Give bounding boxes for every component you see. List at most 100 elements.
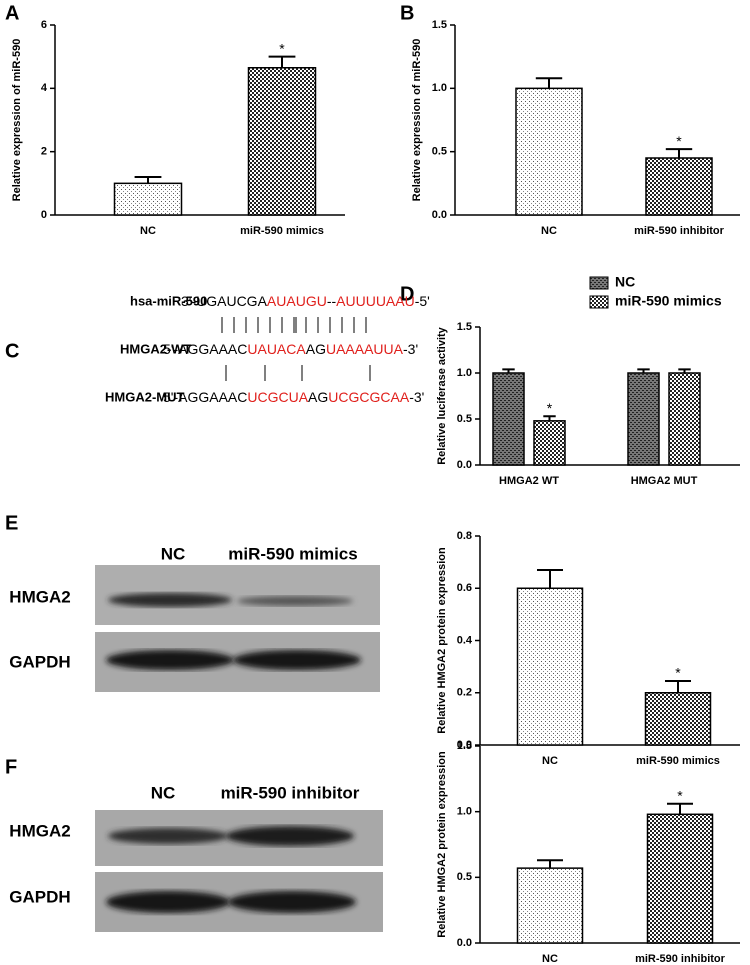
bar [533,420,566,466]
sequence: 5'-AGGAAACUAUACAAGUAAAAUUA-3' [163,341,418,357]
sequence-part: UAUACA [247,341,306,357]
legend-label: NC [615,274,635,290]
sequence-part: -5' [415,293,430,309]
legend-swatch [589,295,609,309]
panel-label: E [5,512,18,534]
panel-label: F [5,756,17,778]
y-tick-label: 1.5 [457,740,472,752]
x-tick-label: NC [541,225,557,237]
panel-label: B [400,2,414,24]
x-tick-label: NC [140,225,156,237]
y-axis-label: Relative luciferase activity [436,326,448,464]
row-label: HMGA2 [9,821,70,840]
error-bar [543,415,556,421]
y-tick-label: 0.6 [457,582,472,594]
x-tick-label: NC [542,755,558,767]
pairing-lines [221,317,371,381]
bar [113,182,183,216]
sequence-part: 3'-UGAUCGA [181,293,268,309]
sequence-part: UCGCGCAA [328,389,410,405]
y-axis-label: Relative HMGA2 protein expression [436,547,448,734]
panel-label: D [400,283,414,305]
y-tick-label: 0.2 [457,687,472,699]
panel-label: A [5,2,19,24]
sequence-label: hsa-miR-590 [130,293,207,308]
y-tick-label: 0.0 [432,209,447,221]
sequence-part: -3' [409,389,424,405]
significance: * [547,400,553,416]
y-tick-label: 0.5 [432,146,447,158]
sequence-part: UAAAAUUA [326,341,404,357]
y-axis-label: Relative expression of miR-590 [11,39,23,202]
bar [516,867,584,944]
error-bar [268,55,296,68]
sequence-part: 5'-AGGAAAC [163,341,247,357]
bar [247,67,317,216]
y-tick-label: 0.5 [457,413,472,425]
significance: * [677,787,683,803]
sequence-part: -- [327,293,337,309]
row-label: GAPDH [9,887,70,906]
panel-label: C [5,340,19,362]
x-tick-label: miR-590 inhibitor [634,225,725,237]
y-tick-label: 0.4 [457,634,473,646]
sequence-label: HMGA2-MUT [105,389,184,404]
sequence-part: AUAUGU [267,293,327,309]
error-bar [667,802,693,815]
x-tick-label: miR-590 mimics [240,225,324,237]
sequence-part: AG [306,341,326,357]
error-bar [665,148,693,158]
error-bar [665,679,691,693]
y-tick-label: 1.5 [432,19,447,31]
error-bar [637,368,650,373]
sequence: 5'-AGGAAACUCGCUAAGUCGCGCAA-3' [163,389,424,405]
bar [516,587,584,746]
lane-label: NC [151,783,176,802]
x-tick-label: HMGA2 WT [499,475,559,487]
sequence-part: UCGCUA [247,389,308,405]
y-tick-label: 0.0 [457,937,472,949]
y-tick-label: 0.0 [457,739,472,751]
y-tick-label: 6 [41,19,47,31]
bar [492,372,525,466]
sequence-label: HMGA2-WT [120,341,192,356]
legend-swatch [589,276,609,290]
bar [515,87,583,216]
error-bar [678,368,691,373]
bar [646,813,714,944]
error-bar [537,568,563,589]
sequence: 3'-UGAUCGAAUAUGU--AUUUUAAU-5' [181,293,430,309]
sequence-part: AG [308,389,328,405]
lane-label: miR-590 mimics [228,544,357,563]
sequence-part: AUUUUAAU [336,293,415,309]
y-tick-label: 0.5 [457,871,472,883]
x-tick-label: NC [542,953,558,965]
y-axis-label: Relative expression of miR-590 [411,39,423,202]
x-tick-label: miR-590 mimics [636,755,720,767]
error-bar [535,77,563,89]
lane-label: miR-590 inhibitor [221,783,360,802]
y-tick-label: 4 [41,82,48,94]
bar [668,372,701,466]
y-tick-label: 1.0 [432,82,447,94]
significance: * [676,133,682,149]
y-tick-label: 1.5 [457,321,472,333]
row-label: HMGA2 [9,587,70,606]
y-tick-label: 2 [41,146,47,158]
bar [644,692,712,746]
y-tick-label: 0.0 [457,459,472,471]
legend-label: miR-590 mimics [615,293,722,309]
significance: * [675,665,681,681]
row-label: GAPDH [9,652,70,671]
y-tick-label: 1.0 [457,367,472,379]
y-tick-label: 0.8 [457,530,472,542]
significance: * [279,40,285,56]
error-bar [134,176,162,184]
bar [627,372,660,466]
blot-image [95,565,383,932]
y-tick-label: 1.0 [457,806,472,818]
sequence-part: -3' [403,341,418,357]
y-axis-label: Relative HMGA2 protein expression [436,751,448,938]
x-tick-label: miR-590 inhibitor [635,953,726,965]
